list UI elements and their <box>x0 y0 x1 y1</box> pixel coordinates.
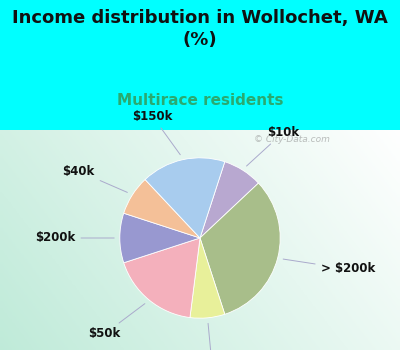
Text: $125k: $125k <box>192 323 232 350</box>
Text: $40k: $40k <box>62 165 127 193</box>
Text: > $200k: > $200k <box>283 259 375 275</box>
Text: $10k: $10k <box>246 126 299 166</box>
Wedge shape <box>200 183 280 314</box>
Text: $50k: $50k <box>88 304 145 341</box>
Text: $200k: $200k <box>35 231 114 245</box>
Text: $150k: $150k <box>132 110 180 155</box>
Text: Multirace residents: Multirace residents <box>117 93 283 108</box>
Text: Income distribution in Wollochet, WA
(%): Income distribution in Wollochet, WA (%) <box>12 9 388 49</box>
Wedge shape <box>145 158 225 238</box>
Text: © City-Data.com: © City-Data.com <box>254 135 330 144</box>
Wedge shape <box>120 213 200 263</box>
Wedge shape <box>124 238 200 317</box>
Wedge shape <box>200 162 258 238</box>
Wedge shape <box>190 238 225 318</box>
Wedge shape <box>124 180 200 238</box>
